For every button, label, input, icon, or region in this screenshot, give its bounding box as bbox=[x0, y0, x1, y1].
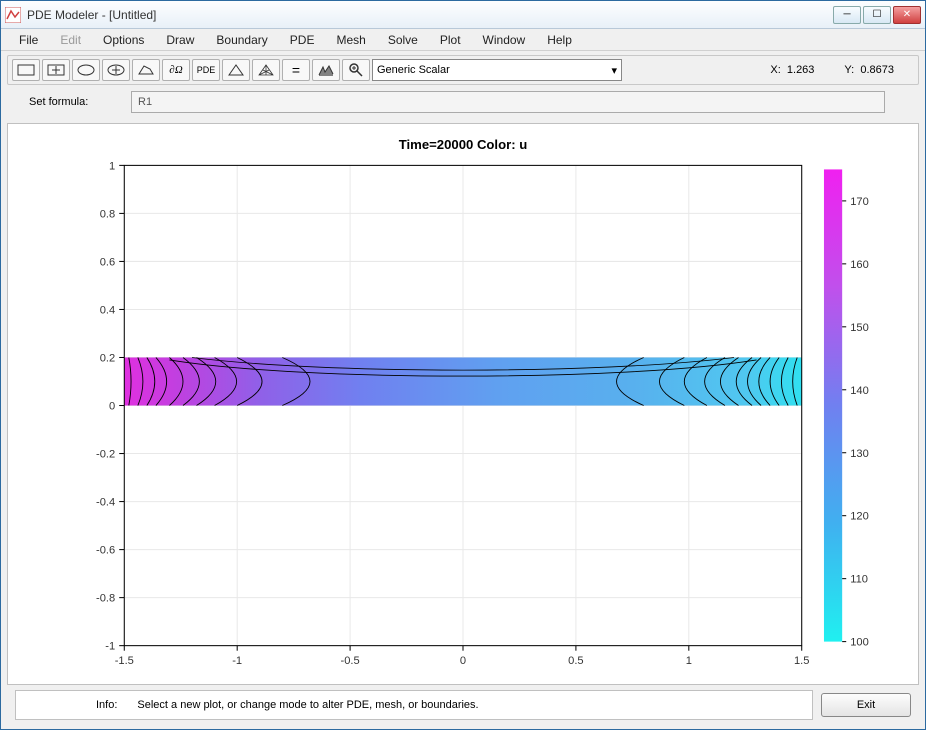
svg-text:-1: -1 bbox=[232, 655, 242, 667]
svg-text:1: 1 bbox=[109, 160, 115, 172]
menu-plot[interactable]: Plot bbox=[430, 31, 471, 49]
app-window: PDE Modeler - [Untitled] ─ ☐ ✕ FileEditO… bbox=[0, 0, 926, 730]
exit-button[interactable]: Exit bbox=[821, 693, 911, 717]
mesh-tool-icon[interactable] bbox=[222, 59, 250, 81]
plot-panel: -1.5-1-0.500.511.5-1-0.8-0.6-0.4-0.200.2… bbox=[7, 123, 919, 685]
maximize-button[interactable]: ☐ bbox=[863, 6, 891, 24]
rect-center-tool-icon[interactable] bbox=[42, 59, 70, 81]
boundary-tool-icon[interactable]: ∂Ω bbox=[162, 59, 190, 81]
rect-tool-icon[interactable] bbox=[12, 59, 40, 81]
app-icon bbox=[5, 7, 21, 23]
info-text: Select a new plot, or change mode to alt… bbox=[137, 699, 478, 711]
svg-text:-0.4: -0.4 bbox=[96, 497, 115, 509]
svg-text:150: 150 bbox=[850, 322, 869, 334]
svg-text:-1: -1 bbox=[105, 641, 115, 653]
svg-text:1: 1 bbox=[686, 655, 692, 667]
content-area: -1.5-1-0.500.511.5-1-0.8-0.6-0.4-0.200.2… bbox=[1, 119, 925, 729]
svg-text:130: 130 bbox=[850, 448, 869, 460]
svg-text:0: 0 bbox=[109, 401, 115, 413]
ellipse-center-tool-icon[interactable] bbox=[102, 59, 130, 81]
mode-select[interactable]: Generic Scalar ▾ bbox=[372, 59, 622, 81]
svg-text:110: 110 bbox=[850, 574, 868, 586]
svg-text:0.4: 0.4 bbox=[100, 305, 115, 317]
solve-tool-icon[interactable]: = bbox=[282, 59, 310, 81]
ellipse-tool-icon[interactable] bbox=[72, 59, 100, 81]
menu-window[interactable]: Window bbox=[473, 31, 536, 49]
svg-text:100: 100 bbox=[850, 637, 869, 649]
info-label: Info: bbox=[36, 699, 117, 711]
titlebar: PDE Modeler - [Untitled] ─ ☐ ✕ bbox=[1, 1, 925, 29]
pde-tool-icon[interactable]: PDE bbox=[192, 59, 220, 81]
chevron-down-icon: ▾ bbox=[611, 64, 617, 77]
menu-help[interactable]: Help bbox=[537, 31, 582, 49]
svg-text:120: 120 bbox=[850, 511, 869, 523]
close-button[interactable]: ✕ bbox=[893, 6, 921, 24]
title-text: PDE Modeler - [Untitled] bbox=[27, 8, 833, 22]
svg-text:Time=20000 Color: u: Time=20000 Color: u bbox=[399, 137, 528, 152]
svg-text:-1.5: -1.5 bbox=[115, 655, 134, 667]
polygon-tool-icon[interactable] bbox=[132, 59, 160, 81]
formula-input[interactable] bbox=[131, 91, 885, 113]
svg-text:0: 0 bbox=[460, 655, 466, 667]
svg-text:170: 170 bbox=[850, 196, 869, 208]
minimize-button[interactable]: ─ bbox=[833, 6, 861, 24]
svg-text:0.8: 0.8 bbox=[100, 208, 115, 220]
svg-text:160: 160 bbox=[850, 259, 869, 271]
menu-pde[interactable]: PDE bbox=[280, 31, 325, 49]
toolbar: ∂Ω PDE = Generic Scalar ▾ X: 1.263 Y: 0.… bbox=[7, 55, 919, 85]
plot-svg: -1.5-1-0.500.511.5-1-0.8-0.6-0.4-0.200.2… bbox=[8, 124, 918, 684]
info-box: Info: Select a new plot, or change mode … bbox=[15, 690, 813, 720]
menu-edit: Edit bbox=[50, 31, 91, 49]
formula-row: Set formula: bbox=[1, 85, 925, 119]
menu-options[interactable]: Options bbox=[93, 31, 154, 49]
svg-text:0.2: 0.2 bbox=[100, 353, 115, 365]
menubar: FileEditOptionsDrawBoundaryPDEMeshSolveP… bbox=[1, 29, 925, 51]
menu-file[interactable]: File bbox=[9, 31, 48, 49]
mode-select-label: Generic Scalar bbox=[377, 64, 450, 76]
svg-text:0.5: 0.5 bbox=[568, 655, 583, 667]
svg-text:-0.2: -0.2 bbox=[96, 449, 115, 461]
plot-tool-icon[interactable] bbox=[312, 59, 340, 81]
coord-readout: X: 1.263 Y: 0.8673 bbox=[770, 64, 914, 76]
menu-mesh[interactable]: Mesh bbox=[326, 31, 375, 49]
zoom-tool-icon[interactable] bbox=[342, 59, 370, 81]
menu-solve[interactable]: Solve bbox=[378, 31, 428, 49]
svg-text:0.6: 0.6 bbox=[100, 256, 115, 268]
menu-boundary[interactable]: Boundary bbox=[206, 31, 277, 49]
bottom-bar: Info: Select a new plot, or change mode … bbox=[7, 685, 919, 725]
menu-draw[interactable]: Draw bbox=[156, 31, 204, 49]
refine-mesh-tool-icon[interactable] bbox=[252, 59, 280, 81]
svg-text:-0.8: -0.8 bbox=[96, 593, 115, 605]
svg-text:1.5: 1.5 bbox=[794, 655, 809, 667]
formula-label: Set formula: bbox=[11, 96, 121, 108]
svg-text:-0.6: -0.6 bbox=[96, 545, 115, 557]
svg-text:140: 140 bbox=[850, 385, 869, 397]
svg-text:-0.5: -0.5 bbox=[341, 655, 360, 667]
